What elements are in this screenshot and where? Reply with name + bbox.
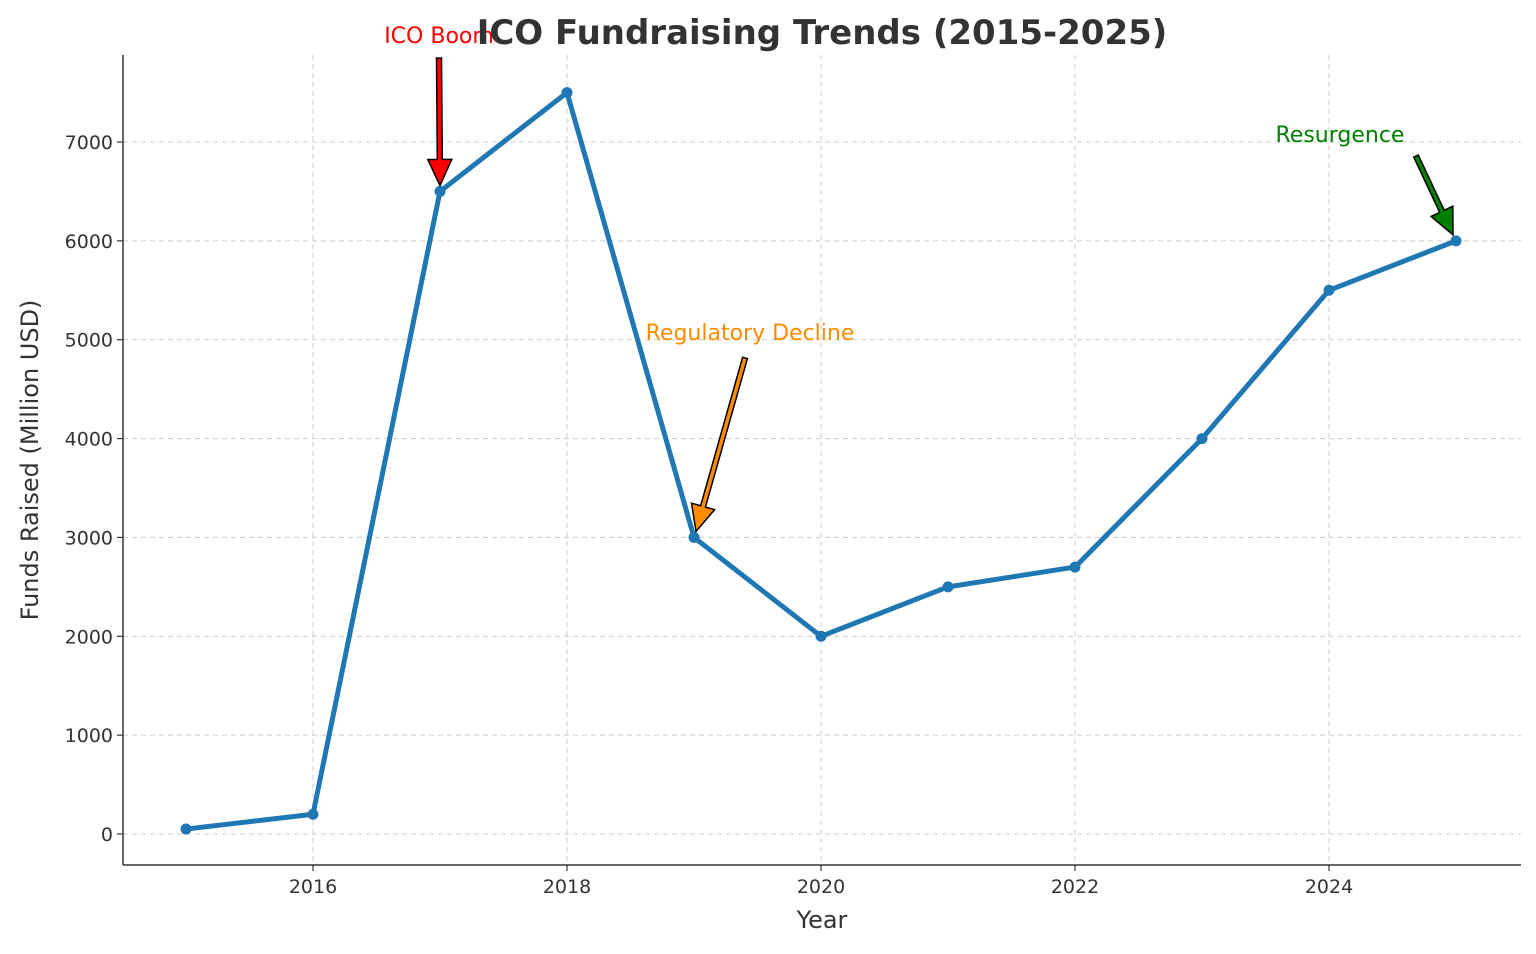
y-tick-label: 0 <box>101 824 113 846</box>
chart-title: ICO Fundraising Trends (2015-2025) <box>477 13 1168 53</box>
grid <box>123 55 1521 865</box>
x-tick-label: 2016 <box>289 876 337 898</box>
x-tick-label: 2020 <box>797 876 845 898</box>
x-axis-label: Year <box>796 906 848 934</box>
annotation-arrow <box>1412 153 1454 237</box>
annotation-label: ICO Boom <box>384 24 494 49</box>
data-point <box>434 185 446 197</box>
axes <box>122 55 1521 866</box>
annotation-arrow <box>690 356 749 534</box>
y-tick-label: 5000 <box>65 330 113 352</box>
x-tick-label: 2018 <box>543 876 591 898</box>
annotation-arrow <box>426 57 453 188</box>
annotation-label: Resurgence <box>1276 123 1405 148</box>
data-point <box>688 531 700 543</box>
data-point <box>561 87 573 99</box>
y-tick-label: 1000 <box>65 725 113 747</box>
ticks: 2016 2018 2020 2022 2024 0 1000 2000 3000 4000 500… <box>65 132 1354 898</box>
data-point <box>1069 561 1081 573</box>
data-point <box>180 823 192 835</box>
y-tick-label: 2000 <box>65 626 113 648</box>
data-point <box>1196 433 1208 445</box>
data-point <box>307 808 319 820</box>
y-tick-label: 4000 <box>65 429 113 451</box>
annotations: ICO Boom Regulatory Decline Resurgence <box>384 24 1454 534</box>
annotation-label: Regulatory Decline <box>646 321 855 346</box>
x-tick-label: 2024 <box>1305 876 1353 898</box>
data-point <box>815 630 827 642</box>
data-point <box>1450 235 1462 247</box>
y-tick-label: 7000 <box>65 132 113 154</box>
series <box>180 87 1462 835</box>
y-tick-label: 6000 <box>65 231 113 253</box>
x-tick-label: 2022 <box>1051 876 1099 898</box>
y-axis-label: Funds Raised (Million USD) <box>16 300 44 621</box>
data-point <box>942 581 954 593</box>
y-tick-label: 3000 <box>65 527 113 549</box>
data-point <box>1323 284 1335 296</box>
